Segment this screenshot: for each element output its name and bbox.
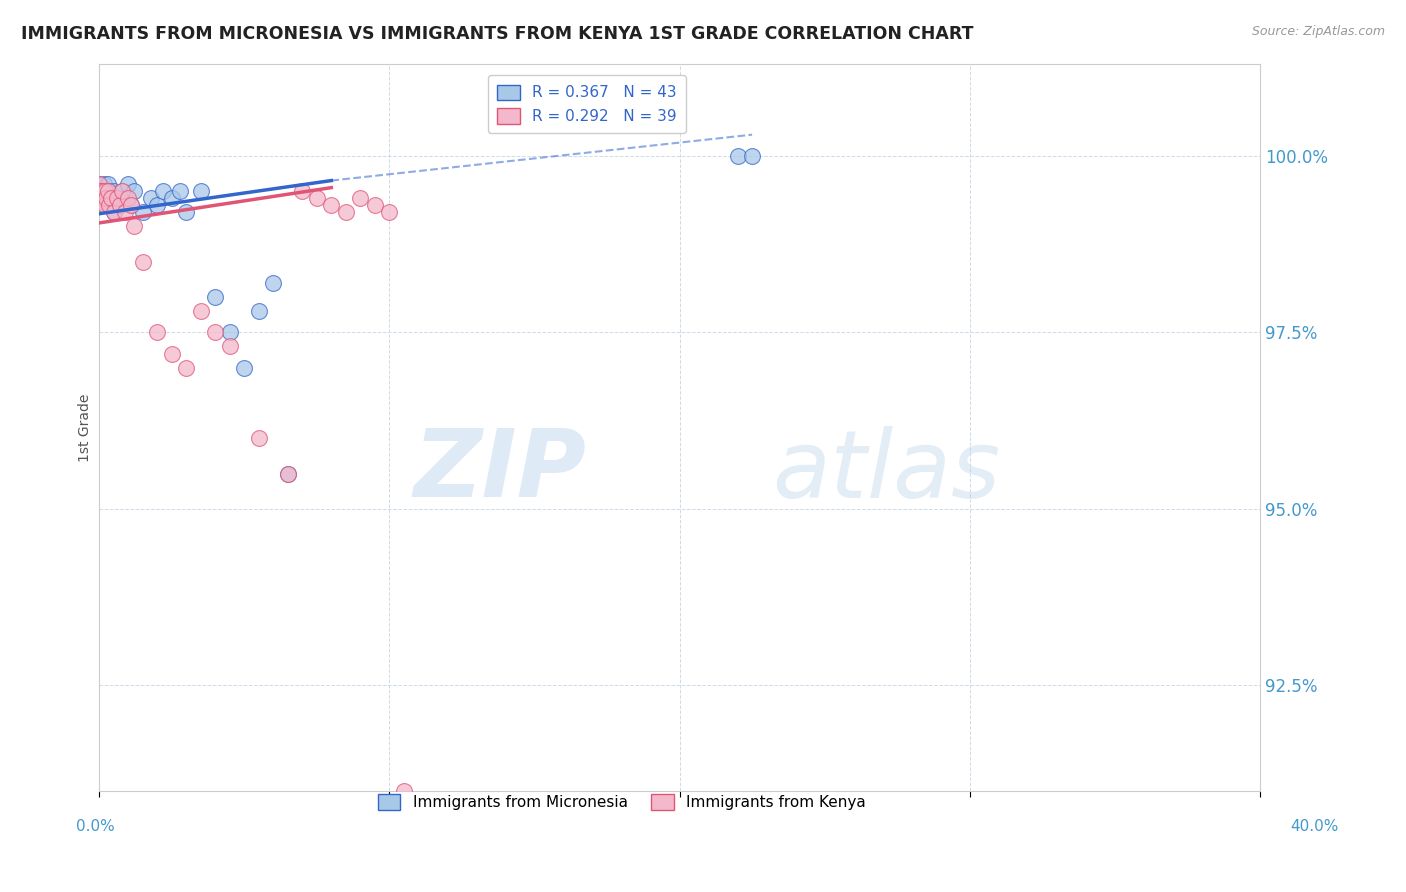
Point: [291, 184, 314, 198]
Point: [117, 177, 139, 191]
Point: [97, 198, 120, 212]
Point: [120, 198, 142, 212]
Point: [96, 191, 118, 205]
Point: [89, 198, 111, 212]
Point: [204, 326, 226, 340]
Point: [91, 198, 114, 212]
Point: [93, 191, 115, 205]
Point: [93, 177, 115, 191]
Point: [218, 339, 240, 353]
Point: [204, 290, 226, 304]
Point: [90, 191, 112, 205]
Point: [190, 184, 212, 198]
Point: [349, 191, 371, 205]
Point: [100, 191, 122, 205]
Legend: Immigrants from Micronesia, Immigrants from Kenya: Immigrants from Micronesia, Immigrants f…: [371, 789, 872, 816]
Point: [247, 304, 270, 318]
Text: ZIP: ZIP: [413, 425, 586, 517]
Point: [105, 191, 128, 205]
Point: [89, 184, 111, 198]
Point: [174, 205, 197, 219]
Point: [122, 184, 145, 198]
Point: [91, 198, 114, 212]
Point: [89, 184, 111, 198]
Point: [132, 254, 155, 268]
Point: [392, 784, 415, 798]
Point: [90, 184, 112, 198]
Point: [160, 191, 183, 205]
Point: [94, 198, 117, 212]
Point: [108, 198, 131, 212]
Y-axis label: 1st Grade: 1st Grade: [79, 393, 93, 462]
Text: Source: ZipAtlas.com: Source: ZipAtlas.com: [1251, 25, 1385, 38]
Point: [94, 184, 117, 198]
Point: [90, 191, 112, 205]
Point: [152, 184, 174, 198]
Point: [114, 205, 136, 219]
Point: [103, 184, 125, 198]
Point: [111, 184, 134, 198]
Point: [97, 177, 120, 191]
Point: [89, 177, 111, 191]
Point: [174, 360, 197, 375]
Point: [89, 191, 111, 205]
Point: [378, 205, 401, 219]
Point: [277, 467, 299, 481]
Point: [100, 191, 122, 205]
Point: [122, 219, 145, 234]
Point: [305, 191, 328, 205]
Point: [247, 431, 270, 445]
Point: [89, 177, 111, 191]
Point: [262, 276, 284, 290]
Point: [98, 184, 121, 198]
Point: [132, 205, 155, 219]
Point: [190, 304, 212, 318]
Point: [105, 191, 128, 205]
Point: [117, 191, 139, 205]
Point: [103, 205, 125, 219]
Point: [90, 184, 112, 198]
Point: [335, 205, 357, 219]
Point: [364, 198, 387, 212]
Point: [94, 184, 117, 198]
Point: [108, 198, 131, 212]
Text: IMMIGRANTS FROM MICRONESIA VS IMMIGRANTS FROM KENYA 1ST GRADE CORRELATION CHART: IMMIGRANTS FROM MICRONESIA VS IMMIGRANTS…: [21, 25, 973, 43]
Point: [160, 346, 183, 360]
Point: [120, 198, 142, 212]
Point: [111, 184, 134, 198]
Point: [218, 326, 240, 340]
Point: [321, 198, 343, 212]
Point: [93, 191, 115, 205]
Point: [97, 184, 120, 198]
Point: [277, 467, 299, 481]
Point: [91, 184, 114, 198]
Point: [100, 198, 122, 212]
Point: [114, 191, 136, 205]
Point: [98, 198, 121, 212]
Point: [96, 191, 118, 205]
Point: [169, 184, 191, 198]
Point: [91, 184, 114, 198]
Point: [146, 326, 169, 340]
Text: 0.0%: 0.0%: [76, 820, 115, 834]
Point: [741, 149, 763, 163]
Point: [727, 149, 749, 163]
Point: [233, 360, 256, 375]
Point: [89, 191, 111, 205]
Point: [103, 205, 125, 219]
Text: 40.0%: 40.0%: [1291, 820, 1339, 834]
Point: [94, 198, 117, 212]
Text: atlas: atlas: [772, 425, 1001, 516]
Point: [141, 191, 163, 205]
Point: [146, 198, 169, 212]
